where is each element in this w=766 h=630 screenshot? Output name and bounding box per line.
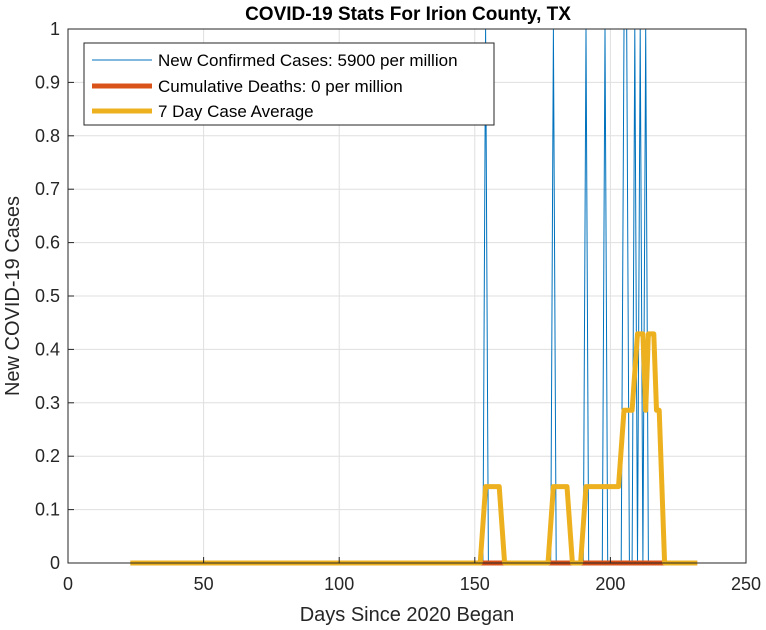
y-tick-label: 0.1 <box>35 500 60 520</box>
x-tick-label: 250 <box>731 574 761 594</box>
x-tick-label: 200 <box>595 574 625 594</box>
x-axis-label: Days Since 2020 Began <box>300 604 515 626</box>
y-tick-label: 1 <box>50 19 60 39</box>
y-tick-label: 0 <box>50 553 60 573</box>
legend-label-new-cases: New Confirmed Cases: 5900 per million <box>158 51 458 70</box>
x-tick-label: 150 <box>460 574 490 594</box>
legend-label-cumulative-deaths: Cumulative Deaths: 0 per million <box>158 77 403 96</box>
y-tick-label: 0.4 <box>35 339 60 359</box>
x-tick-label: 100 <box>324 574 354 594</box>
y-tick-label: 0.7 <box>35 179 60 199</box>
y-tick-label: 0.8 <box>35 126 60 146</box>
y-tick-label: 0.9 <box>35 72 60 92</box>
legend-box <box>83 42 495 126</box>
x-tick-label: 50 <box>194 574 214 594</box>
ticks: 0 50 100 150 200 250 0 0.1 0.2 0.3 0.4 0.5 0.6 0.7 0.8… <box>35 19 761 594</box>
y-tick-label: 0.5 <box>35 286 60 306</box>
legend: New Confirmed Cases: 5900 per million Cu… <box>83 42 495 126</box>
y-tick-label: 0.3 <box>35 393 60 413</box>
x-tick-label: 0 <box>63 574 73 594</box>
y-tick-label: 0.2 <box>35 446 60 466</box>
chart-title: COVID-19 Stats For Irion County, TX <box>245 4 571 25</box>
y-axis-label: New COVID-19 Cases <box>2 196 24 396</box>
series-line-7-day-average <box>130 331 698 566</box>
y-tick-label: 0.6 <box>35 233 60 253</box>
legend-label-7-day-average: 7 Day Case Average <box>158 102 314 121</box>
